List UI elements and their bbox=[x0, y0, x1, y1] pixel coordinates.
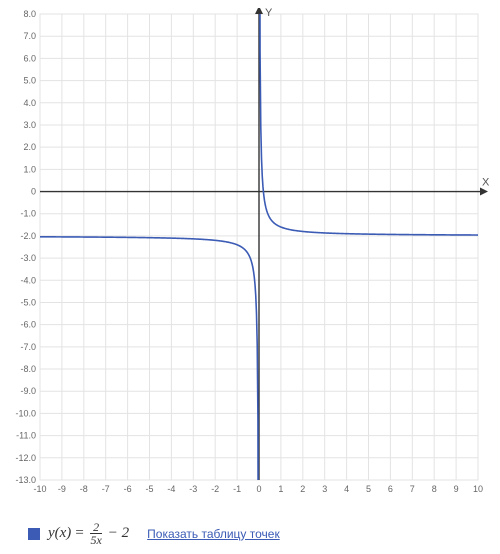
formula-lhs: y(x) bbox=[48, 525, 71, 542]
svg-text:-4: -4 bbox=[167, 484, 175, 494]
svg-text:10: 10 bbox=[473, 484, 483, 494]
svg-text:0: 0 bbox=[256, 484, 261, 494]
svg-text:0: 0 bbox=[31, 187, 36, 197]
function-chart: XY-10-9-8-7-6-5-4-3-2-1012345678910-13.0… bbox=[8, 8, 492, 498]
svg-text:-1: -1 bbox=[233, 484, 241, 494]
svg-text:-7.0: -7.0 bbox=[20, 342, 36, 352]
svg-text:9: 9 bbox=[454, 484, 459, 494]
svg-text:5: 5 bbox=[366, 484, 371, 494]
svg-text:2.0: 2.0 bbox=[23, 142, 36, 152]
svg-text:-6: -6 bbox=[124, 484, 132, 494]
svg-text:-3.0: -3.0 bbox=[20, 253, 36, 263]
svg-text:-9.0: -9.0 bbox=[20, 386, 36, 396]
svg-text:Y: Y bbox=[265, 8, 273, 19]
svg-text:-8.0: -8.0 bbox=[20, 364, 36, 374]
svg-text:4: 4 bbox=[344, 484, 349, 494]
svg-text:4.0: 4.0 bbox=[23, 98, 36, 108]
svg-text:-4.0: -4.0 bbox=[20, 275, 36, 285]
svg-text:7.0: 7.0 bbox=[23, 31, 36, 41]
svg-text:8.0: 8.0 bbox=[23, 9, 36, 19]
svg-text:5.0: 5.0 bbox=[23, 76, 36, 86]
svg-text:-10: -10 bbox=[33, 484, 46, 494]
formula-tail: − 2 bbox=[108, 525, 129, 542]
svg-text:-8: -8 bbox=[80, 484, 88, 494]
svg-text:1.0: 1.0 bbox=[23, 164, 36, 174]
chart-container: XY-10-9-8-7-6-5-4-3-2-1012345678910-13.0… bbox=[8, 8, 492, 503]
svg-text:-11.0: -11.0 bbox=[16, 431, 36, 441]
formula-fraction: 2 5x bbox=[87, 521, 104, 546]
svg-text:7: 7 bbox=[410, 484, 415, 494]
svg-text:2: 2 bbox=[300, 484, 305, 494]
svg-text:X: X bbox=[482, 177, 490, 189]
svg-text:-7: -7 bbox=[102, 484, 110, 494]
svg-text:6: 6 bbox=[388, 484, 393, 494]
svg-text:-5.0: -5.0 bbox=[20, 297, 36, 307]
legend: y(x) = 2 5x − 2 Показать таблицу точек bbox=[28, 521, 492, 546]
svg-text:-13.0: -13.0 bbox=[15, 475, 36, 485]
svg-text:-6.0: -6.0 bbox=[20, 320, 36, 330]
svg-text:-12.0: -12.0 bbox=[15, 453, 36, 463]
legend-formula: y(x) = 2 5x − 2 bbox=[48, 521, 129, 546]
svg-text:3: 3 bbox=[322, 484, 327, 494]
svg-text:-10.0: -10.0 bbox=[15, 408, 36, 418]
svg-text:-9: -9 bbox=[58, 484, 66, 494]
show-table-link[interactable]: Показать таблицу точек bbox=[147, 527, 280, 541]
svg-text:8: 8 bbox=[432, 484, 437, 494]
formula-eq: = bbox=[74, 525, 84, 542]
svg-text:-2.0: -2.0 bbox=[20, 231, 36, 241]
svg-text:1: 1 bbox=[278, 484, 283, 494]
svg-text:6.0: 6.0 bbox=[23, 53, 36, 63]
formula-denominator: 5x bbox=[87, 534, 104, 546]
svg-text:-3: -3 bbox=[189, 484, 197, 494]
svg-text:3.0: 3.0 bbox=[23, 120, 36, 130]
svg-text:-5: -5 bbox=[145, 484, 153, 494]
legend-swatch bbox=[28, 528, 40, 540]
svg-text:-1.0: -1.0 bbox=[20, 209, 36, 219]
svg-text:-2: -2 bbox=[211, 484, 219, 494]
